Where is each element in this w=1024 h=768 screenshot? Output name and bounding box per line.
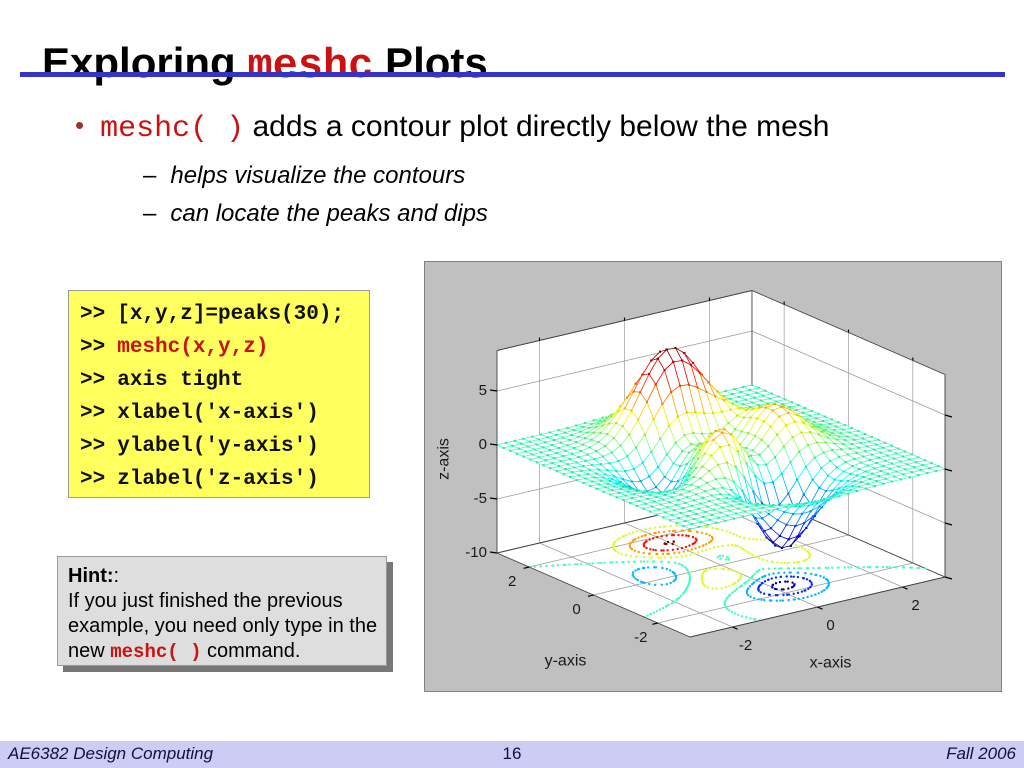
- footer-term: Fall 2006: [946, 744, 1016, 763]
- hint-box: Hint:: If you just finished the previous…: [57, 556, 387, 666]
- title-code-meshc: meshc: [247, 42, 374, 91]
- sub-bullet-1: – helps visualize the contours: [143, 162, 465, 190]
- dash-icon: –: [143, 162, 157, 189]
- hint-line-3-suffix: command.: [201, 640, 301, 662]
- title-text-suffix: Plots: [373, 39, 488, 87]
- footer-bar: AE6382 Design Computing 16 Fall 2006: [0, 741, 1024, 768]
- code-text: ylabel('y-axis'): [117, 435, 319, 458]
- code-prompt: >>: [80, 402, 106, 425]
- code-prompt: >>: [80, 336, 106, 359]
- code-text: [x,y,z]=peaks(30);: [117, 303, 345, 326]
- code-line: >> meshc(x,y,z): [69, 331, 369, 364]
- hint-title-suffix: :: [113, 565, 120, 587]
- code-text: axis tight: [117, 369, 244, 392]
- bullet-code-meshc: meshc( ): [100, 112, 245, 146]
- sub-bullet-2: – can locate the peaks and dips: [143, 200, 488, 228]
- hint-code-meshc: meshc( ): [110, 641, 202, 663]
- bullet-icon: •: [75, 110, 85, 140]
- hint-line-1: If you just finished the previous: [68, 590, 343, 612]
- meshc-figure: [424, 261, 1002, 692]
- hint-title: Hint:: [68, 565, 114, 587]
- code-prompt: >>: [80, 369, 106, 392]
- code-line: >> zlabel('z-axis'): [69, 463, 369, 496]
- hint-line-2: example, you need only type in the: [68, 615, 378, 637]
- code-line: >> ylabel('y-axis'): [69, 430, 369, 463]
- code-prompt: >>: [80, 435, 106, 458]
- code-text: zlabel('z-axis'): [117, 468, 319, 491]
- footer-page-number: 16: [502, 744, 522, 763]
- page-title: Exploring meshc Plots: [42, 38, 488, 91]
- hint-line-3-prefix: new: [68, 640, 111, 662]
- code-text: xlabel('x-axis'): [117, 402, 319, 425]
- title-text-prefix: Exploring: [42, 39, 248, 87]
- footer-course: AE6382 Design Computing: [8, 744, 214, 763]
- code-prompt: >>: [80, 468, 106, 491]
- sub-bullet-1-text: helps visualize the contours: [170, 162, 466, 189]
- meshc-plot-canvas: [425, 262, 1001, 691]
- main-bullet: • meshc( ) adds a contour plot directly b…: [75, 110, 829, 146]
- sub-bullet-2-text: can locate the peaks and dips: [170, 200, 488, 227]
- title-rule: [20, 72, 1005, 77]
- code-line: >> xlabel('x-axis'): [69, 397, 369, 430]
- code-line: >> axis tight: [69, 364, 369, 397]
- code-text: meshc(x,y,z): [117, 336, 269, 359]
- matlab-code-box: >> [x,y,z]=peaks(30); >> meshc(x,y,z) >> axis…: [68, 290, 370, 498]
- code-prompt: >>: [80, 303, 106, 326]
- dash-icon: –: [143, 200, 157, 227]
- bullet-text: adds a contour plot directly below the m…: [244, 110, 830, 143]
- code-line: >> [x,y,z]=peaks(30);: [69, 298, 369, 331]
